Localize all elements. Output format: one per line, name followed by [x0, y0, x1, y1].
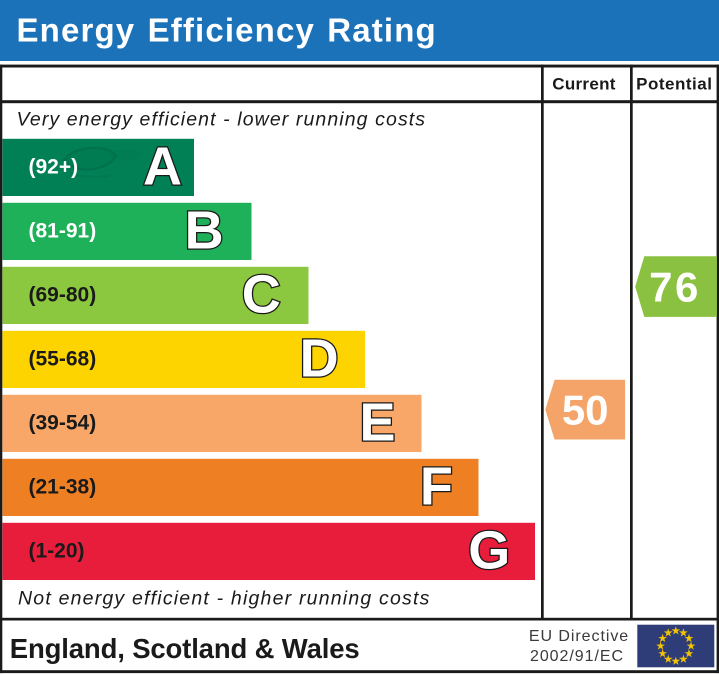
svg-text:EU Directive: EU Directive — [529, 628, 629, 645]
svg-text:Very energy efficient - lower: Very energy efficient - lower running co… — [17, 109, 427, 131]
svg-text:50: 50 — [562, 386, 609, 433]
svg-text:G: G — [468, 521, 510, 581]
svg-text:(1-20): (1-20) — [29, 539, 85, 562]
svg-text:(69-80): (69-80) — [29, 283, 97, 306]
svg-text:(81-91): (81-91) — [29, 219, 97, 242]
svg-text:F: F — [420, 457, 453, 517]
svg-text:Energy Efficiency Rating: Energy Efficiency Rating — [17, 12, 437, 49]
svg-text:C: C — [242, 265, 281, 325]
svg-text:B: B — [185, 201, 224, 261]
svg-text:76: 76 — [649, 263, 701, 310]
svg-text:(39-54): (39-54) — [29, 411, 97, 434]
svg-text:A: A — [143, 136, 182, 196]
svg-text:(55-68): (55-68) — [29, 347, 97, 370]
svg-text:Not energy efficient - higher: Not energy efficient - higher running co… — [18, 588, 431, 610]
svg-text:England, Scotland & Wales: England, Scotland & Wales — [10, 633, 360, 664]
svg-text:(21-38): (21-38) — [29, 475, 97, 498]
svg-text:2002/91/EC: 2002/91/EC — [530, 648, 624, 665]
svg-text:(92+): (92+) — [29, 155, 79, 178]
svg-text:D: D — [300, 329, 339, 389]
svg-text:E: E — [359, 393, 395, 453]
svg-text:Current: Current — [552, 75, 616, 94]
svg-text:Potential: Potential — [636, 75, 712, 94]
